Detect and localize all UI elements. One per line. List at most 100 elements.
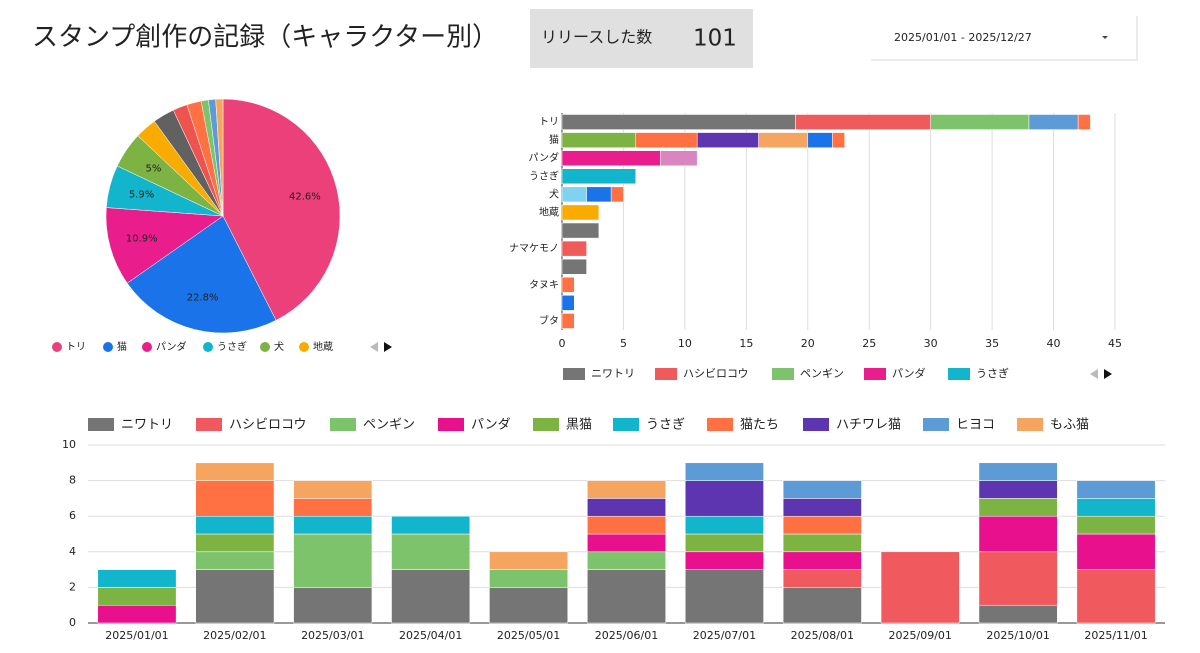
legend-marker — [864, 368, 886, 380]
bar-segment — [293, 515, 373, 535]
bar-segment — [489, 569, 569, 588]
pie-slice — [215, 98, 224, 217]
x-tick-label: 2025/04/01 — [399, 629, 462, 642]
bar-segment — [684, 569, 764, 624]
legend-marker — [260, 342, 270, 352]
scorecard — [530, 9, 753, 68]
x-tick-label: 5 — [620, 337, 627, 350]
bar-segment — [561, 295, 575, 311]
y-tick-label: 猫 — [549, 133, 559, 146]
bar-segment — [561, 313, 575, 329]
legend-label: ハシビロコウ — [229, 418, 306, 433]
bar-segment — [1076, 515, 1156, 535]
legend-marker — [563, 368, 585, 380]
legend-label: もふ猫 — [1050, 418, 1089, 433]
y-tick-label: ブタ — [539, 314, 559, 327]
y-tick-label: 6 — [69, 509, 76, 522]
x-tick-label: 2025/08/01 — [791, 629, 854, 642]
bar-segment — [391, 569, 471, 624]
bar-segment — [832, 132, 845, 148]
dropdown-arrow[interactable] — [1102, 36, 1108, 39]
legend-marker — [88, 418, 114, 431]
slice-label: 10.9% — [126, 233, 158, 244]
x-tick-label: 15 — [739, 337, 753, 350]
legend-next — [1104, 369, 1112, 379]
legend-label: ニワトリ — [591, 367, 635, 380]
legend-marker — [803, 418, 829, 431]
bar-segment — [782, 569, 862, 588]
bar-segment — [561, 150, 661, 167]
legend-label: 猫たち — [740, 418, 779, 433]
legend-label: ペンギン — [363, 418, 415, 433]
bar-segment — [684, 462, 764, 481]
legend-label: うさぎ — [646, 418, 685, 433]
slice-label: 22.8% — [187, 293, 219, 304]
bar-segment — [586, 186, 612, 203]
bar-segment — [978, 480, 1058, 499]
bar-segment — [807, 132, 833, 148]
x-tick-label: 2025/02/01 — [203, 629, 266, 642]
bar-segment — [489, 587, 569, 624]
legend-label: うさぎ — [217, 340, 247, 353]
y-tick-label: 8 — [69, 474, 76, 487]
x-tick-label: 2025/07/01 — [693, 629, 756, 642]
x-tick-label: 2025/11/01 — [1084, 629, 1147, 642]
bar-segment — [195, 515, 275, 535]
bar-segment — [696, 132, 759, 148]
bar-segment — [610, 186, 624, 203]
legend-label: ハチワレ猫 — [836, 418, 901, 433]
bar-segment — [1028, 114, 1079, 130]
x-tick-label: 2025/05/01 — [497, 629, 560, 642]
scorecard-label: リリースした数 — [541, 28, 652, 47]
bar-segment — [293, 480, 373, 499]
slice-label: 5% — [145, 164, 161, 175]
legend-label: ハシビロコウ — [683, 367, 749, 380]
bar-segment — [635, 132, 698, 148]
bar-segment — [195, 462, 275, 481]
y-tick-label: うさぎ — [529, 169, 559, 182]
bar-segment — [880, 551, 960, 624]
bar-segment — [782, 533, 862, 553]
date-range-control[interactable] — [869, 14, 1136, 59]
bar-segment — [293, 498, 373, 517]
legend-prev — [370, 342, 378, 352]
scorecard-value: 101 — [693, 26, 737, 52]
bar-segment — [587, 515, 666, 535]
bar-segment — [782, 551, 862, 570]
bar-segment — [684, 551, 764, 570]
legend-marker — [1017, 418, 1043, 431]
legend-marker — [948, 368, 970, 380]
legend-marker — [196, 418, 222, 431]
legend-marker — [707, 418, 733, 431]
legend-next — [384, 342, 392, 352]
bar-segment — [561, 132, 636, 148]
bar-segment — [684, 480, 764, 517]
x-tick-label: 2025/01/01 — [105, 629, 168, 642]
date-range-text: 2025/01/01 - 2025/12/27 — [894, 31, 1032, 44]
legend-label: パンダ — [471, 418, 511, 433]
y-tick-label: 犬 — [549, 187, 559, 200]
legend-label: 黒猫 — [566, 418, 592, 433]
bar-segment — [587, 569, 666, 624]
bar-segment — [1076, 533, 1156, 570]
bar-segment — [97, 587, 177, 606]
bar-segment — [684, 515, 764, 535]
x-tick-label: 20 — [801, 337, 815, 350]
x-tick-label: 10 — [678, 337, 692, 350]
slice-label: 5.9% — [129, 190, 154, 201]
bar-segment — [758, 132, 809, 148]
bar-segment — [195, 551, 275, 570]
legend-label: うさぎ — [976, 366, 1009, 380]
x-tick-label: 2025/10/01 — [986, 629, 1049, 642]
legend-label: 地蔵 — [313, 340, 333, 353]
bar-segment — [1076, 498, 1156, 517]
legend-marker — [655, 368, 677, 380]
legend-marker — [52, 342, 62, 352]
legend-marker — [923, 418, 949, 431]
legend-marker — [772, 368, 794, 380]
bar-segment — [978, 515, 1058, 553]
y-tick-label: ナマケモノ — [509, 243, 559, 255]
bar-segment — [195, 480, 275, 517]
pie-slice — [105, 207, 224, 284]
legend-label: 猫 — [117, 340, 127, 353]
